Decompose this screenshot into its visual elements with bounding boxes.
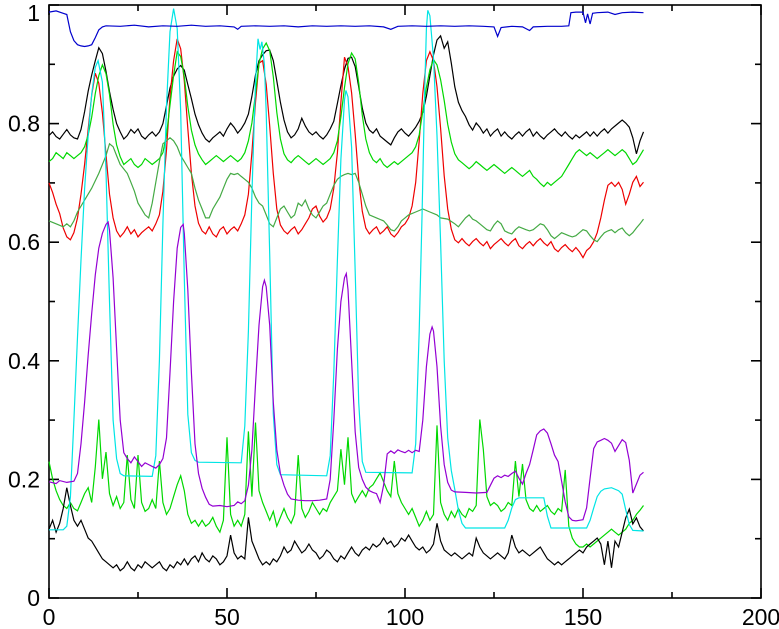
series-purple [48,220,644,522]
y-tick-label: 0.4 [8,348,40,374]
series-blue [48,10,644,48]
x-tick-label: 0 [43,604,56,629]
y-tick-label: 0 [27,585,40,611]
series-red [48,38,644,259]
x-tick-label: 100 [386,604,424,629]
y-tick-label: 1 [27,0,40,26]
series-cyan [49,8,644,532]
series-black-lower [48,487,644,572]
y-tick-label: 0.2 [8,466,40,492]
series-green-upper [48,41,645,188]
x-tick-label: 200 [742,604,779,629]
series-black-upper [48,34,645,154]
series-green-olive [48,137,644,243]
x-tick-label: 150 [564,604,602,629]
series-green-lower [48,419,644,548]
axis-ticks [48,4,762,599]
y-tick-label: 0.8 [8,111,40,137]
axis-tick-labels: 0 50 100 150 200 0 0.2 0.4 0.6 0.8 1 [8,0,779,629]
x-tick-label: 50 [214,604,240,629]
y-tick-label: 0.6 [8,229,40,255]
